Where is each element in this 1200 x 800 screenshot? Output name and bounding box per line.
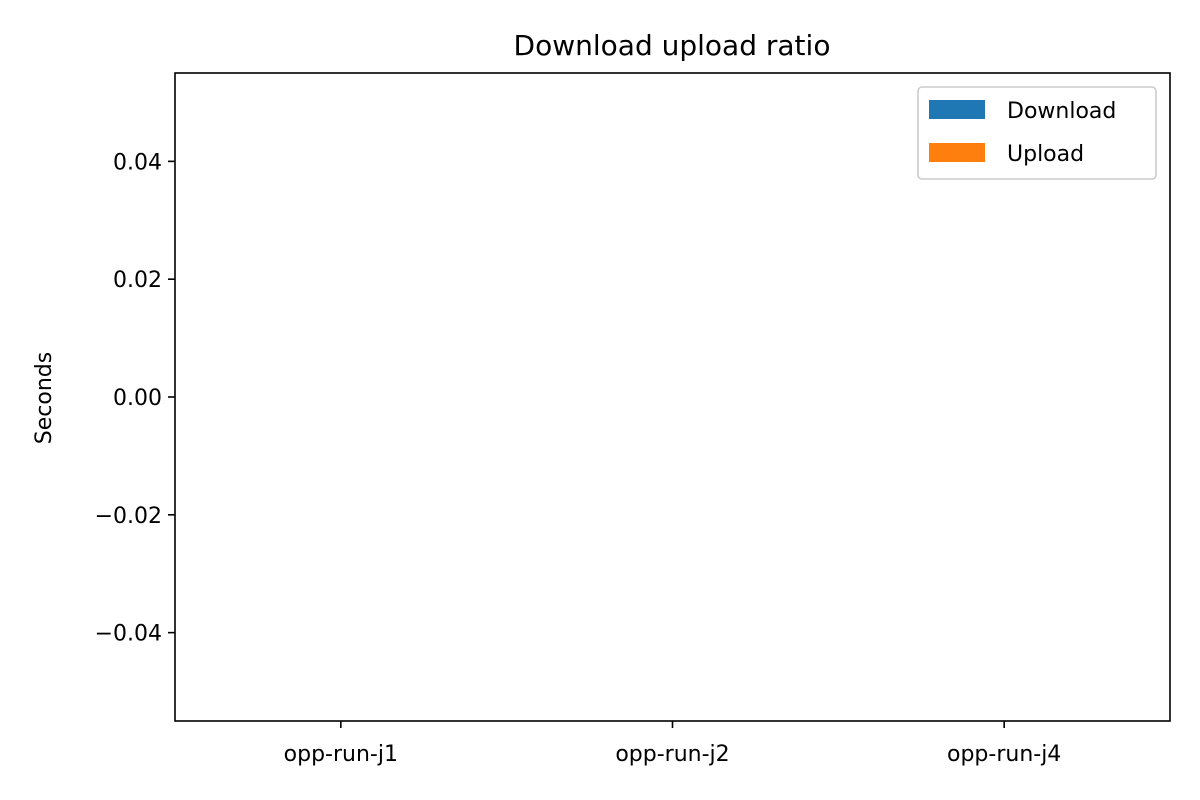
legend-swatch-upload — [929, 143, 985, 162]
x-tick-label: opp-run-j1 — [284, 742, 398, 767]
y-tick-label: 0.00 — [113, 386, 162, 411]
legend-label-upload: Upload — [1007, 142, 1084, 167]
y-tick-label: 0.04 — [113, 150, 162, 175]
x-tick-label: opp-run-j2 — [615, 742, 729, 767]
legend: Download Upload — [917, 86, 1157, 180]
y-tick-label: 0.02 — [113, 268, 162, 293]
y-tick-label: −0.04 — [95, 622, 162, 647]
y-axis-label: Seconds — [32, 352, 57, 444]
chart-title: Download upload ratio — [514, 29, 831, 62]
x-axis-ticks: opp-run-j1 opp-run-j2 opp-run-j4 — [284, 721, 1061, 767]
y-tick-label: −0.02 — [95, 504, 162, 529]
legend-swatch-download — [929, 100, 985, 119]
y-axis-ticks: −0.04 −0.02 0.00 0.02 0.04 — [95, 150, 175, 647]
legend-label-download: Download — [1007, 99, 1116, 124]
x-tick-label: opp-run-j4 — [947, 742, 1061, 767]
